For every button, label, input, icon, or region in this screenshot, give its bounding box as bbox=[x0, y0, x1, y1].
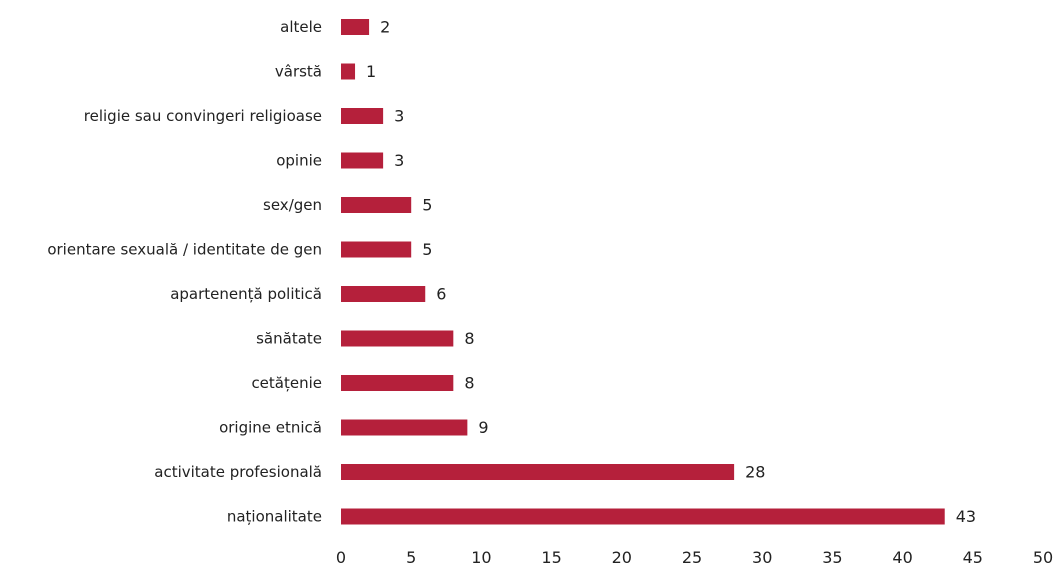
bar bbox=[341, 419, 468, 436]
category-label: opinie bbox=[276, 152, 322, 170]
bar bbox=[341, 508, 945, 525]
x-tick-label: 10 bbox=[471, 548, 491, 567]
data-label: 8 bbox=[464, 329, 474, 348]
data-label: 8 bbox=[464, 374, 474, 393]
x-tick-label: 45 bbox=[963, 548, 983, 567]
category-label: religie sau convingeri religioase bbox=[84, 107, 322, 125]
category-label: activitate profesională bbox=[154, 463, 322, 481]
x-tick-label: 35 bbox=[822, 548, 842, 567]
bar bbox=[341, 152, 384, 169]
data-label: 1 bbox=[366, 62, 376, 81]
data-label: 28 bbox=[745, 463, 765, 482]
x-tick-label: 20 bbox=[612, 548, 632, 567]
data-label: 5 bbox=[422, 240, 432, 259]
category-label: sănătate bbox=[256, 330, 322, 348]
x-tick-label: 5 bbox=[406, 548, 416, 567]
data-label: 3 bbox=[394, 107, 404, 126]
bar bbox=[341, 19, 370, 35]
value-labels-group: 2 1 3 3 5 5 6 8 8 9 28 43 bbox=[366, 18, 976, 527]
category-label: altele bbox=[280, 18, 322, 36]
category-label: origine etnică bbox=[219, 419, 322, 437]
x-axis-ticks-group: 0 5 10 15 20 25 30 35 40 45 50 bbox=[336, 548, 1053, 567]
data-label: 3 bbox=[394, 151, 404, 170]
x-tick-label: 15 bbox=[541, 548, 561, 567]
x-tick-label: 0 bbox=[336, 548, 346, 567]
data-label: 9 bbox=[478, 418, 488, 437]
bar bbox=[341, 197, 412, 213]
data-label: 43 bbox=[956, 507, 976, 526]
category-label: orientare sexuală / identitate de gen bbox=[47, 241, 322, 259]
category-label: cetățenie bbox=[251, 374, 322, 392]
data-label: 5 bbox=[422, 196, 432, 215]
data-label: 6 bbox=[436, 285, 446, 304]
bar bbox=[341, 63, 356, 80]
category-label: vârstă bbox=[275, 63, 322, 81]
bars-group bbox=[341, 19, 945, 525]
bar bbox=[341, 286, 426, 302]
x-tick-label: 30 bbox=[752, 548, 772, 567]
category-labels-group: altele vârstă religie sau convingeri relig… bbox=[47, 18, 322, 526]
x-tick-label: 50 bbox=[1033, 548, 1053, 567]
bar bbox=[341, 464, 735, 480]
x-tick-label: 40 bbox=[892, 548, 912, 567]
category-label: apartenență politică bbox=[170, 285, 322, 303]
bar bbox=[341, 375, 454, 391]
x-tick-label: 25 bbox=[682, 548, 702, 567]
bar bbox=[341, 330, 454, 347]
data-label: 2 bbox=[380, 18, 390, 37]
category-label: naționalitate bbox=[227, 508, 322, 526]
category-label: sex/gen bbox=[263, 196, 322, 214]
bar bbox=[341, 108, 384, 124]
bar bbox=[341, 241, 412, 258]
